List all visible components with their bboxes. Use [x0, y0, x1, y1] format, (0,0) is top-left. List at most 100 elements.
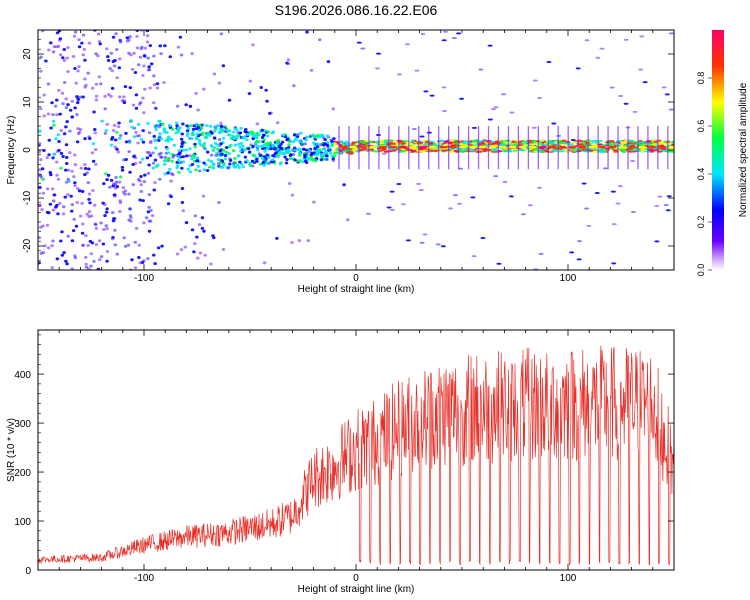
heatmap-cell	[202, 142, 207, 146]
heatmap-cell	[40, 167, 45, 171]
heatmap-cell	[104, 224, 109, 228]
heatmap-cell	[138, 198, 142, 202]
heatmap-cell	[188, 170, 193, 174]
heatmap-cell	[546, 60, 552, 63]
heatmap-cell	[551, 122, 557, 125]
heatmap-cell	[159, 52, 163, 56]
heatmap-cell	[638, 143, 644, 146]
heatmap-cell	[165, 147, 170, 151]
colorbar-tick-label: 0.8	[696, 72, 706, 85]
heatmap-cell	[405, 239, 411, 242]
heatmap-cell	[66, 103, 70, 107]
heatmap-cell	[462, 148, 468, 151]
heatmap-cell	[51, 199, 56, 203]
heatmap-cell	[96, 32, 101, 36]
heatmap-cell	[132, 135, 137, 139]
heatmap-cell	[185, 131, 190, 135]
heatmap-cell	[42, 149, 46, 153]
heatmap-cell	[265, 153, 269, 157]
heatmap-cell	[663, 204, 669, 207]
colorbar-tick-label: 0.2	[696, 216, 706, 229]
heatmap-cell	[75, 187, 80, 191]
heatmap-cell	[83, 162, 87, 166]
heatmap-cell	[192, 250, 196, 254]
heatmap-cell	[279, 151, 283, 155]
heatmap-cell	[459, 150, 465, 153]
heatmap-cell	[333, 148, 337, 152]
heatmap-cell	[509, 111, 515, 114]
heatmap-cell	[51, 113, 55, 117]
heatmap-cell	[312, 134, 317, 138]
heatmap-cell	[298, 159, 302, 163]
heatmap-cell	[127, 139, 132, 143]
heatmap-cell	[118, 175, 123, 179]
heatmap-cell	[78, 95, 82, 99]
heatmap-cell	[233, 127, 238, 131]
heatmap-cell	[117, 66, 122, 70]
heatmap-cell	[105, 227, 109, 231]
heatmap-cell	[333, 142, 338, 146]
heatmap-cell	[194, 168, 198, 172]
heatmap-cell	[159, 151, 163, 155]
heatmap-cell	[81, 33, 86, 37]
heatmap-cell	[310, 151, 314, 155]
heatmap-cell	[239, 126, 243, 130]
heatmap-cell	[248, 163, 252, 167]
heatmap-ridge-cell	[428, 145, 437, 149]
heatmap-cell	[581, 182, 587, 185]
heatmap-cell	[64, 97, 68, 101]
heatmap-cell	[38, 141, 42, 145]
heatmap-cell	[92, 203, 97, 207]
heatmap-cell	[211, 148, 215, 152]
heatmap-cell	[463, 140, 469, 143]
heatmap-cell	[263, 149, 267, 153]
heatmap-cell	[472, 142, 478, 145]
heatmap-cell	[621, 150, 627, 153]
y-tick-label: 20	[22, 48, 33, 60]
heatmap-cell	[441, 110, 447, 113]
heatmap-cell	[220, 152, 224, 156]
heatmap-cell	[64, 125, 68, 129]
heatmap-cell	[291, 153, 296, 157]
heatmap-cell	[441, 39, 447, 42]
heatmap-cell	[609, 86, 615, 89]
heatmap-cell	[54, 45, 59, 49]
heatmap-cell	[83, 166, 88, 170]
heatmap-ridge-cell	[379, 145, 388, 149]
heatmap-cell	[181, 155, 186, 159]
heatmap-cell	[120, 168, 125, 172]
heatmap-cell	[280, 140, 285, 144]
heatmap-cell	[99, 255, 104, 259]
heatmap-cell	[86, 181, 91, 185]
heatmap-ridge-cell	[578, 145, 587, 149]
heatmap-cell	[584, 39, 590, 42]
heatmap-cell	[550, 149, 556, 152]
heatmap-cell	[164, 139, 169, 143]
heatmap-cell	[54, 205, 58, 209]
heatmap-cell	[158, 44, 162, 48]
heatmap-cell	[102, 182, 106, 186]
heatmap-cell	[46, 82, 51, 86]
heatmap-cell	[110, 86, 115, 90]
heatmap-cell	[216, 158, 221, 162]
heatmap-cell	[88, 137, 92, 141]
heatmap-cell	[202, 229, 206, 233]
heatmap-cell	[620, 141, 626, 144]
heatmap-cell	[145, 30, 150, 33]
heatmap-cell	[599, 47, 605, 50]
heatmap-cell	[147, 65, 151, 69]
snr-tick-labels: -100 0 100 0 100 200 300 400	[14, 370, 576, 584]
heatmap-cell	[142, 53, 147, 57]
heatmap-cell	[443, 143, 449, 146]
heatmap-cell	[191, 153, 196, 157]
heatmap-cell	[186, 126, 191, 130]
heatmap-cell	[632, 110, 638, 113]
heatmap-cell	[146, 121, 150, 125]
heatmap-cell	[139, 47, 144, 51]
heatmap-cell	[161, 122, 165, 126]
heatmap-cell	[312, 141, 316, 145]
heatmap-cell	[227, 129, 232, 133]
heatmap-cell	[41, 191, 46, 195]
heatmap-cell	[459, 97, 465, 100]
snr-ylabel: SNR (10 * v/v)	[6, 418, 17, 482]
